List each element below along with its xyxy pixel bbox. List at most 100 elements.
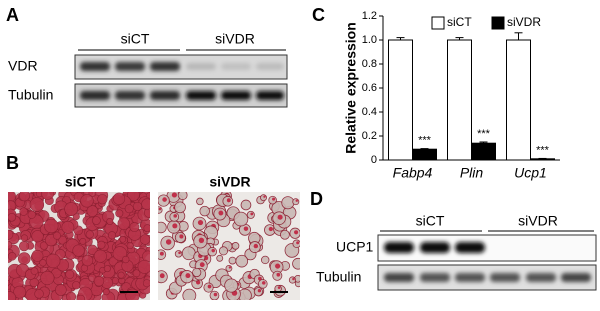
droplet (198, 237, 205, 243)
blot (377, 264, 597, 291)
cell (81, 254, 94, 267)
droplet (158, 207, 162, 211)
cell (231, 242, 240, 250)
droplet (276, 272, 281, 277)
cell (93, 249, 107, 263)
cell (117, 271, 125, 279)
cell (192, 267, 202, 278)
bar (471, 142, 496, 161)
y-tick-label: 1.0 (362, 34, 377, 46)
cell (8, 229, 14, 240)
droplet (218, 210, 224, 216)
row-label: UCP1 (336, 239, 374, 255)
cell (80, 194, 94, 208)
cell (8, 213, 17, 222)
cell (235, 254, 249, 268)
droplet (197, 219, 204, 226)
cell (124, 204, 134, 214)
droplet (159, 251, 164, 256)
cell (8, 252, 17, 261)
cell (240, 199, 252, 211)
cell (30, 267, 39, 275)
cell (20, 234, 29, 242)
cell (228, 256, 237, 265)
annotation: *** (536, 144, 550, 156)
droplet (294, 230, 299, 235)
cell (261, 255, 270, 265)
droplet (226, 198, 231, 203)
droplet (165, 239, 172, 245)
droplet (262, 281, 266, 285)
cell (233, 211, 249, 227)
cell (129, 222, 140, 233)
x-tick-label: Plin (460, 165, 484, 181)
group-label: siCT (121, 31, 150, 47)
cell (97, 194, 108, 205)
cell (66, 291, 77, 300)
cell (72, 281, 81, 290)
cell (18, 241, 30, 252)
cell (93, 275, 105, 287)
bar (530, 158, 555, 161)
droplet (292, 277, 295, 281)
bar-chart: C Relative expression 0 0.2 0.4 0.6 0.8 1.0 1.… (312, 5, 560, 181)
cell (34, 289, 44, 299)
cell (13, 285, 27, 299)
cell (174, 250, 183, 258)
bar (447, 39, 472, 161)
droplet (277, 214, 283, 220)
cell (174, 201, 186, 214)
cell (64, 202, 79, 216)
x-tick-label: Fabp4 (393, 165, 433, 181)
legend-swatch (491, 16, 505, 30)
legend-label: siVDR (507, 15, 541, 29)
cell (53, 231, 61, 240)
cell (102, 288, 110, 296)
droplet (199, 262, 205, 268)
cell (143, 224, 150, 233)
cell (8, 291, 17, 300)
cell (196, 197, 204, 206)
cell (216, 254, 224, 262)
row-label: VDR (8, 58, 38, 74)
row-label: Tubulin (316, 269, 361, 285)
row-label: Tubulin (8, 87, 53, 103)
blot (377, 234, 597, 262)
cell (103, 265, 111, 273)
cell (18, 192, 31, 202)
droplet (253, 243, 259, 249)
cell (39, 241, 49, 250)
droplet (159, 273, 165, 279)
cell (115, 209, 124, 218)
group-label: siVDR (518, 213, 558, 229)
bands (384, 242, 591, 282)
cell (58, 235, 68, 245)
y-tick-label: 0 (371, 154, 377, 166)
panel-label: C (312, 5, 325, 25)
cell (288, 276, 297, 284)
bands (80, 62, 284, 100)
cell (107, 231, 117, 240)
cell (111, 277, 119, 285)
panel-label: D (310, 189, 323, 209)
bar (412, 148, 437, 161)
cell (87, 244, 98, 255)
cell (97, 240, 106, 250)
droplet (250, 212, 254, 216)
cell (274, 284, 282, 293)
droplet (243, 226, 249, 231)
cell (127, 192, 140, 202)
cell (132, 269, 141, 278)
blot (74, 83, 288, 108)
group-label: siCT (416, 213, 445, 229)
cell (31, 230, 44, 243)
cell (182, 288, 197, 300)
group-label: siCT (65, 174, 96, 190)
cell (65, 270, 75, 279)
cell (79, 237, 87, 245)
y-tick-label: 0.8 (362, 58, 377, 70)
droplet (172, 223, 178, 229)
droplet (207, 284, 212, 289)
x-tick-label: Ucp1 (514, 165, 547, 181)
